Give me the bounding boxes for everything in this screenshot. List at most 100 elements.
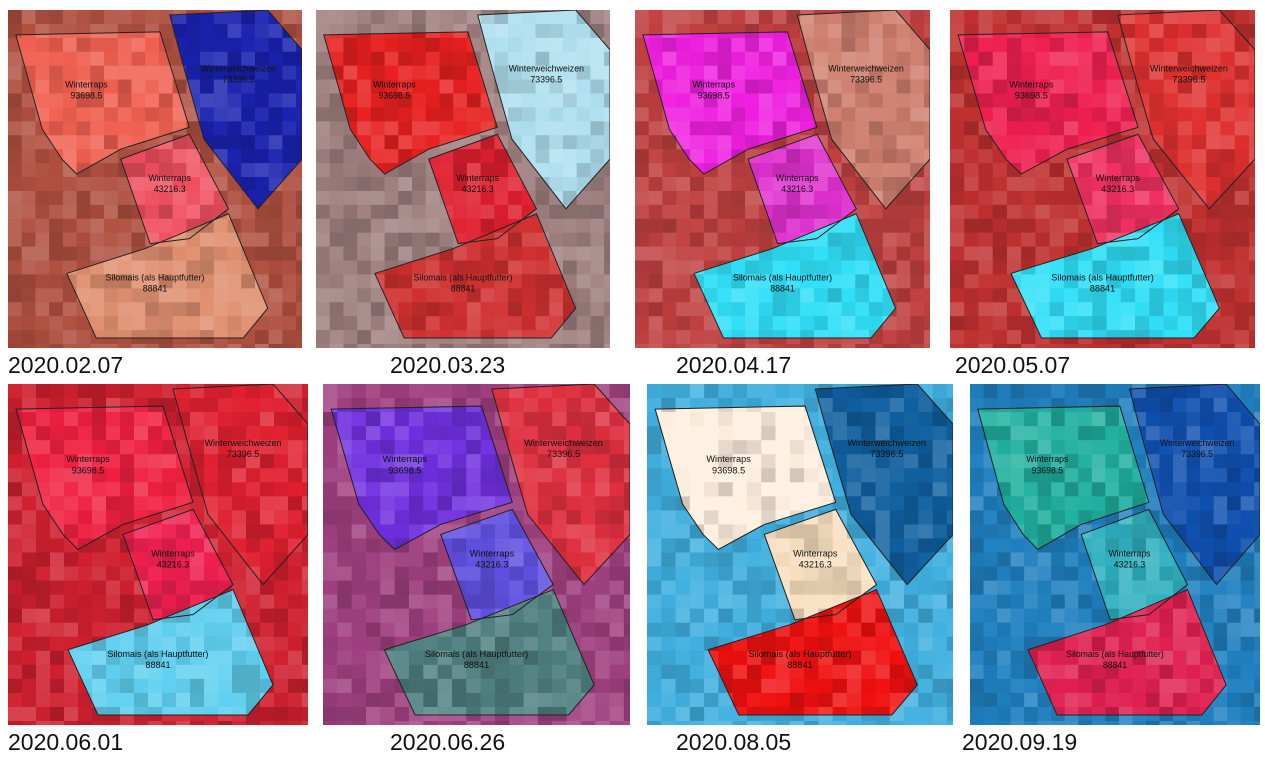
pixel xyxy=(833,623,847,637)
pixel xyxy=(604,247,610,261)
pixel xyxy=(538,496,552,510)
pixel xyxy=(1121,344,1135,348)
pixel xyxy=(1051,482,1065,496)
pixel xyxy=(232,412,246,426)
pixel xyxy=(453,10,467,24)
pixel xyxy=(8,398,22,412)
pixel xyxy=(1024,412,1038,426)
pixel xyxy=(439,344,453,348)
pixel xyxy=(63,107,77,121)
pixel xyxy=(861,538,875,552)
pixel xyxy=(204,721,218,725)
pixel xyxy=(439,177,453,191)
pixel xyxy=(269,205,283,219)
pixel xyxy=(663,316,677,330)
pixel xyxy=(964,288,978,302)
pixel xyxy=(924,316,930,330)
pixel xyxy=(426,233,440,247)
pixel xyxy=(759,205,773,219)
pixel xyxy=(426,121,440,135)
pixel xyxy=(120,581,134,595)
pixel xyxy=(786,247,800,261)
pixel xyxy=(204,384,218,398)
pixel xyxy=(395,721,409,725)
pixel xyxy=(1173,609,1187,623)
pixel xyxy=(412,10,426,24)
pixel xyxy=(1078,496,1092,510)
pixel xyxy=(49,247,63,261)
pixel xyxy=(910,233,924,247)
pixel xyxy=(647,721,661,725)
pixel xyxy=(1119,623,1133,637)
pixel xyxy=(1007,316,1021,330)
pixel xyxy=(847,567,861,581)
pixel xyxy=(439,80,453,94)
pixel xyxy=(1050,10,1064,24)
pixel xyxy=(833,384,847,398)
pixel xyxy=(950,191,964,205)
pixel xyxy=(773,94,787,108)
pixel xyxy=(861,482,875,496)
pixel xyxy=(200,344,214,348)
pixel xyxy=(933,595,947,609)
pixel xyxy=(897,288,911,302)
pixel xyxy=(302,496,308,510)
pixel xyxy=(676,679,690,693)
pixel xyxy=(260,609,274,623)
pixel xyxy=(269,344,283,348)
pixel xyxy=(452,496,466,510)
pixel xyxy=(804,693,818,707)
pixel xyxy=(704,52,718,66)
pixel xyxy=(343,66,357,80)
pixel xyxy=(875,538,889,552)
pixel xyxy=(842,94,856,108)
pixel xyxy=(1254,412,1260,426)
pixel xyxy=(1011,426,1025,440)
field-id: 73396.5 xyxy=(530,75,562,85)
pixel xyxy=(120,412,134,426)
pixel xyxy=(145,52,159,66)
pixel xyxy=(190,440,204,454)
pixel xyxy=(635,24,649,38)
pixel xyxy=(371,247,385,261)
pixel xyxy=(1146,567,1160,581)
pixel xyxy=(269,330,283,344)
pixel xyxy=(200,177,214,191)
pixel xyxy=(380,524,394,538)
pixel xyxy=(509,609,523,623)
pixel xyxy=(890,651,904,665)
pixel xyxy=(855,247,869,261)
pixel xyxy=(635,344,649,348)
pixel xyxy=(776,679,790,693)
pixel xyxy=(875,496,889,510)
pixel xyxy=(875,482,889,496)
pixel xyxy=(1227,581,1241,595)
pixel xyxy=(494,52,508,66)
pixel xyxy=(439,107,453,121)
pixel xyxy=(661,567,675,581)
pixel xyxy=(398,149,412,163)
pixel xyxy=(1119,679,1133,693)
pixel xyxy=(747,482,761,496)
pixel xyxy=(897,121,911,135)
pixel xyxy=(316,191,330,205)
pixel xyxy=(567,595,581,609)
pixel xyxy=(35,80,49,94)
pixel xyxy=(330,261,344,275)
pixel xyxy=(173,316,187,330)
pixel xyxy=(814,80,828,94)
pixel xyxy=(131,330,145,344)
pixel xyxy=(176,707,190,721)
pixel xyxy=(323,496,337,510)
pixel xyxy=(818,595,832,609)
pixel xyxy=(508,80,522,94)
field-id: 93698.5 xyxy=(70,90,102,100)
pixel xyxy=(970,707,984,721)
pixel xyxy=(731,10,745,24)
pixel xyxy=(581,496,595,510)
pixel xyxy=(1051,426,1065,440)
pixel xyxy=(453,344,467,348)
pixel xyxy=(323,637,337,651)
pixel xyxy=(316,330,330,344)
pixel xyxy=(1105,468,1119,482)
